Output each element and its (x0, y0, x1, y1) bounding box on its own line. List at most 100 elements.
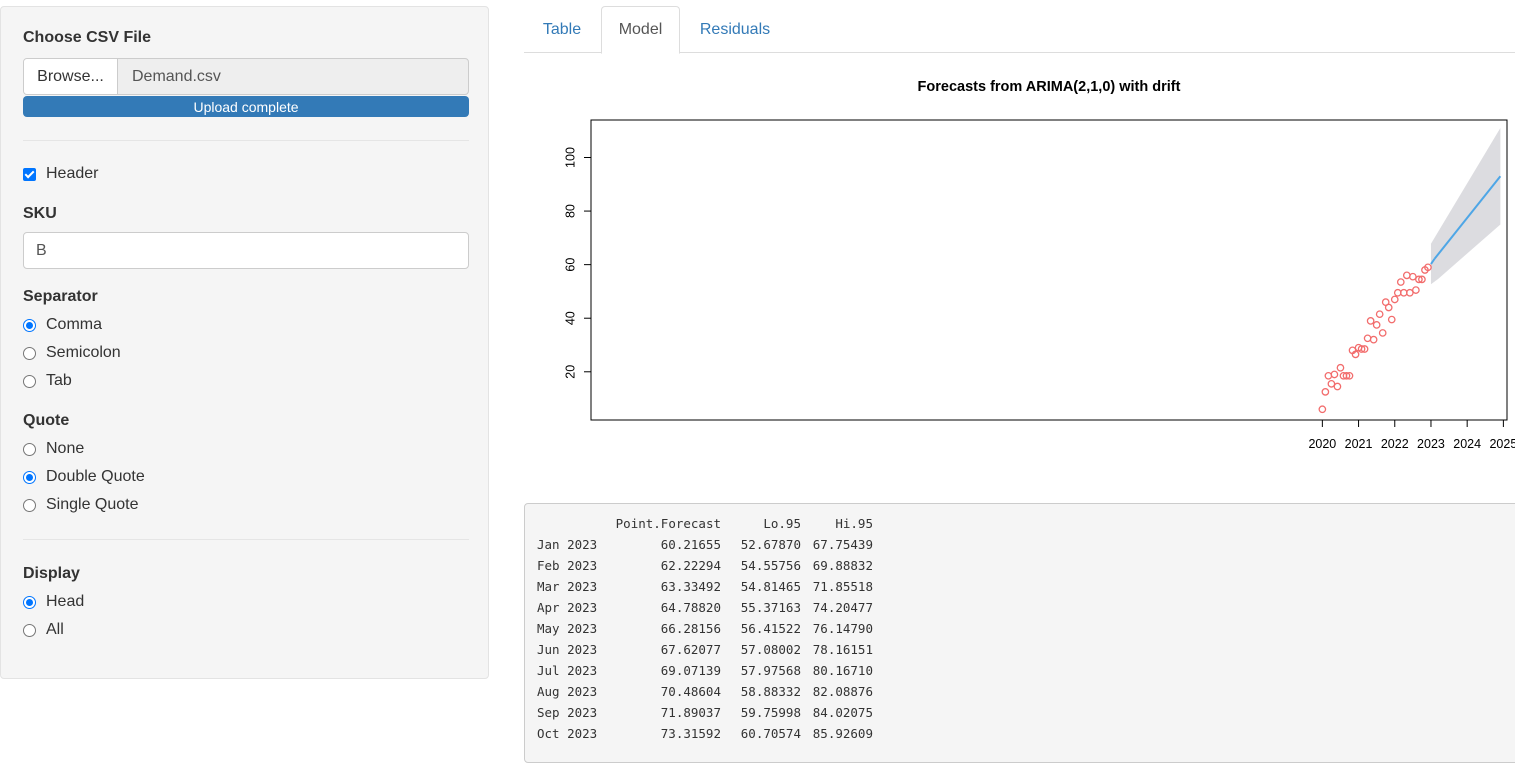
separator-option-label: Tab (46, 372, 72, 389)
row-label: Aug 2023 (537, 684, 598, 699)
tab-residuals[interactable]: Residuals (699, 20, 771, 38)
cell-value: 56.41522 (740, 621, 801, 636)
cell-value: 80.16710 (812, 663, 873, 678)
quote-option-double-quote[interactable]: Double Quote (23, 466, 145, 488)
radio-unselected-icon[interactable] (23, 442, 36, 456)
cell-value: 82.08876 (812, 684, 873, 699)
file-input-group[interactable]: Browse... Demand.csv (23, 58, 469, 95)
cell-value: 76.14790 (812, 621, 873, 636)
radio-unselected-icon[interactable] (23, 623, 36, 637)
row-label: Mar 2023 (537, 579, 598, 594)
table-row: Feb 2023 62.22294 54.55756 69.88832 (537, 555, 1506, 576)
cell-value: 60.21655 (660, 537, 721, 552)
display-option-head[interactable]: Head (23, 591, 84, 613)
separator-option-tab[interactable]: Tab (23, 370, 72, 392)
observed-point (1318, 405, 1327, 414)
radio-selected-icon[interactable] (23, 595, 36, 609)
sku-label: SKU (23, 205, 57, 222)
table-row: Jan 2023 60.21655 52.67870 67.75439 (537, 534, 1506, 555)
radio-unselected-icon[interactable] (23, 346, 36, 360)
divider (23, 539, 469, 540)
browse-button[interactable]: Browse... (24, 59, 118, 94)
cell-value: 71.89037 (660, 705, 721, 720)
cell-value: 64.78820 (660, 600, 721, 615)
cell-value: 84.02075 (812, 705, 873, 720)
observed-point (1369, 335, 1378, 344)
display-option-all[interactable]: All (23, 619, 64, 641)
cell-value: 69.07139 (660, 663, 721, 678)
y-tick-label: 20 (563, 365, 577, 379)
cell-value: 66.28156 (660, 621, 721, 636)
tab-model[interactable]: Model (601, 6, 680, 54)
forecast-chart: Forecasts from ARIMA(2,1,0) with drift 2… (563, 79, 1515, 451)
observed-point (1357, 345, 1366, 353)
observed-point (1324, 371, 1333, 380)
cell-value: 55.37163 (740, 600, 801, 615)
chart-title: Forecasts from ARIMA(2,1,0) with drift (918, 79, 1181, 95)
cell-value: 73.31592 (660, 726, 721, 741)
observed-point (1372, 321, 1381, 329)
radio-unselected-icon[interactable] (23, 498, 36, 512)
cell-value: 63.33492 (660, 579, 721, 594)
observed-point (1345, 371, 1354, 380)
cell-value: Hi.95 (835, 516, 873, 531)
y-tick-label: 100 (563, 147, 577, 168)
cell-value: 78.16151 (812, 642, 873, 657)
checkbox-checked-icon[interactable] (23, 167, 36, 181)
quote-option-single-quote[interactable]: Single Quote (23, 494, 139, 516)
radio-unselected-icon[interactable] (23, 374, 36, 388)
table-row: Oct 2023 73.31592 60.70574 85.92609 (537, 723, 1506, 744)
x-tick-label: 2024 (1453, 437, 1481, 451)
header-checkbox[interactable]: Header (23, 163, 98, 185)
cell-value: 54.81465 (740, 579, 801, 594)
observed-point (1409, 272, 1417, 281)
observed-point (1418, 275, 1426, 284)
cell-value: 57.97568 (740, 663, 801, 678)
separator-label: Separator (23, 288, 98, 305)
cell-value: 59.75998 (740, 705, 801, 720)
row-label: Feb 2023 (537, 558, 598, 573)
row-label: May 2023 (537, 621, 598, 636)
separator-option-comma[interactable]: Comma (23, 314, 102, 336)
header-checkbox-label: Header (46, 165, 99, 182)
observed-point (1342, 371, 1351, 380)
cell-value: 85.92609 (812, 726, 873, 741)
radio-selected-icon[interactable] (23, 318, 36, 332)
observed-point (1396, 278, 1405, 286)
row-label: Apr 2023 (537, 600, 598, 615)
tab-table[interactable]: Table (542, 20, 582, 38)
cell-value: 74.20477 (812, 600, 873, 615)
cell-value: 52.67870 (740, 537, 801, 552)
table-row: Jul 2023 69.07139 57.97568 80.16710 (537, 660, 1506, 681)
observed-point (1351, 350, 1360, 359)
quote-option-label: Double Quote (46, 468, 145, 485)
cell-value: 57.08002 (740, 642, 801, 657)
display-label: Display (23, 565, 80, 582)
sidebar-panel: Choose CSV File Browse... Demand.csv Upl… (0, 6, 489, 679)
upload-progress-bar: Upload complete (23, 96, 469, 117)
observed-point (1378, 329, 1387, 337)
observed-point (1327, 379, 1336, 388)
quote-option-none[interactable]: None (23, 438, 84, 460)
y-tick-label: 80 (563, 204, 577, 218)
prediction-interval-band (1430, 128, 1501, 285)
observed-point (1384, 303, 1393, 312)
observed-point (1330, 370, 1339, 379)
cell-value: 54.55756 (740, 558, 801, 573)
row-label: Jun 2023 (537, 642, 598, 657)
file-name-field[interactable]: Demand.csv (132, 67, 221, 85)
tab-bar: Table Model Residuals (524, 6, 1515, 54)
cell-value: Lo.95 (763, 516, 801, 531)
radio-selected-icon[interactable] (23, 470, 36, 484)
table-row: May 2023 66.28156 56.41522 76.14790 (537, 618, 1506, 639)
row-label: Jan 2023 (537, 537, 598, 552)
quote-option-label: None (46, 440, 85, 457)
cell-value: 69.88832 (812, 558, 873, 573)
observed-point (1402, 271, 1411, 280)
y-tick-label: 60 (563, 258, 577, 272)
sku-input[interactable] (23, 232, 469, 269)
separator-option-semicolon[interactable]: Semicolon (23, 342, 121, 364)
x-tick-label: 2025 (1489, 437, 1515, 451)
observed-point (1336, 363, 1345, 372)
observed-point (1415, 275, 1423, 284)
